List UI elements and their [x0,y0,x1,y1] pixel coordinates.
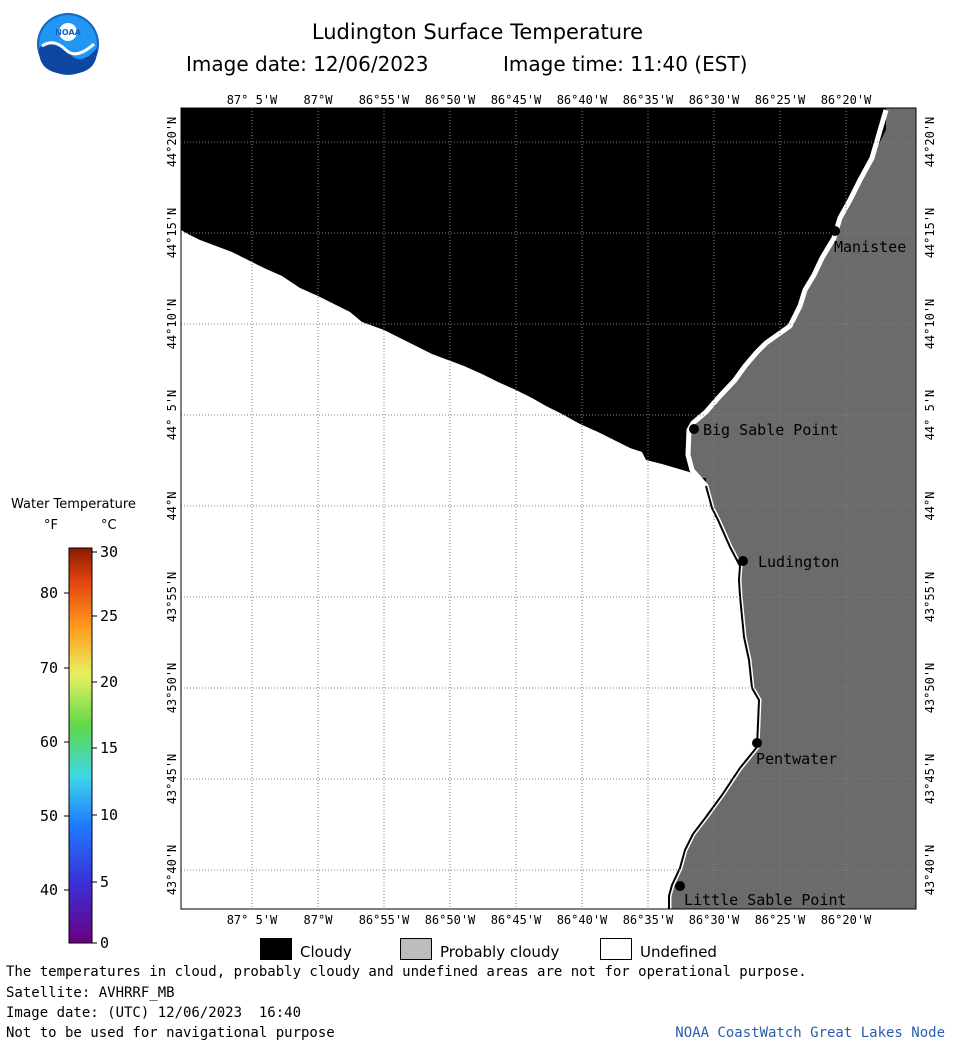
legend-swatch-cloudy [260,938,292,960]
longitude-label: 86°30'W [689,913,740,927]
scale-c-label: 10 [100,806,118,824]
longitude-label: 86°55'W [359,93,410,107]
longitude-label: 86°25'W [755,913,806,927]
satellite-text: Satellite: AVHRRF_MB [6,985,175,1001]
latitude-label: 43°55'N [165,572,179,623]
scale-c-label: 20 [100,673,118,691]
shoreline-inner [668,485,761,909]
scale-f-label: 40 [40,881,58,899]
place-marker-little-sable-point: Little Sable Point [675,881,847,909]
longitude-label: 86°40'W [557,913,608,927]
latitude-label: 44°20'N [165,117,179,168]
latitude-label: 44° 5'N [165,390,179,441]
legend-swatch-probably-cloudy [400,938,432,960]
noaa-logo: NOAA [37,13,99,75]
longitude-labels-bottom: 87° 5'W 87°W 86°55'W 86°50'W 86°45'W 86°40'W 8… [227,913,872,927]
latitude-label: 44°10'N [165,299,179,350]
legend-label-undefined: Undefined [640,943,717,961]
scale-title: Water Temperature [11,497,136,512]
longitude-label: 86°25'W [755,93,806,107]
place-marker-manistee: Manistee [830,226,906,256]
place-label-little-sable-point: Little Sable Point [684,891,847,909]
longitude-label: 86°45'W [491,93,542,107]
scale-f-label: 60 [40,733,58,751]
scale-unit-c: °C [101,518,117,533]
scale-ticks [64,551,97,944]
place-marker-ludington: Ludington [738,553,839,571]
place-marker-big-sable-point: Big Sable Point [689,421,838,439]
scale-fahrenheit-labels: 80 70 60 50 40 [40,584,58,899]
latitude-label: 44°15'N [923,208,937,259]
temperature-color-bar [68,547,93,944]
place-label-big-sable-point: Big Sable Point [703,421,838,439]
latitude-label: 44°15'N [165,208,179,259]
longitude-label: 86°30'W [689,93,740,107]
scale-c-label: 5 [100,873,109,891]
latitude-label: 43°45'N [165,754,179,805]
longitude-label: 86°35'W [623,913,674,927]
latitude-labels-right: 44°20'N 44°15'N 44°10'N 44° 5'N 44°N 43°55'N 4… [923,117,937,896]
latitude-label: 43°40'N [165,845,179,896]
scale-f-label: 50 [40,807,58,825]
longitude-label: 86°20'W [821,913,872,927]
longitude-label: 87°W [304,93,334,107]
place-label-pentwater: Pentwater [756,750,837,768]
nav-warning-text: Not to be used for navigational purpose [6,1025,335,1041]
land-probably-cloudy-area [669,108,916,909]
place-marker-pentwater: Pentwater [752,738,837,768]
latitude-label: 43°50'N [923,663,937,714]
latitude-labels-left: 44°20'N 44°15'N 44°10'N 44° 5'N 44°N 43°55'N 4… [165,117,179,896]
cloud-area [181,108,886,486]
longitude-label: 86°55'W [359,913,410,927]
place-label-ludington: Ludington [758,553,839,571]
legend-label-probably-cloudy: Probably cloudy [440,943,560,961]
longitude-label: 86°50'W [425,913,476,927]
place-label-manistee: Manistee [834,238,906,256]
scale-c-label: 30 [100,543,118,561]
disclaimer-text: The temperatures in cloud, probably clou… [6,964,807,980]
map-frame [180,107,917,910]
image-date: Image date: 12/06/2023 [186,52,429,76]
graticule-grid [181,108,916,909]
scale-f-label: 80 [40,584,58,602]
longitude-label: 87° 5'W [227,913,278,927]
longitude-label: 86°40'W [557,93,608,107]
legend-swatch-undefined [600,938,632,960]
image-time: Image time: 11:40 (EST) [503,52,748,76]
scale-c-label: 0 [100,934,109,952]
longitude-label: 86°20'W [821,93,872,107]
longitude-labels-top: 87° 5'W 87°W 86°55'W 86°50'W 86°45'W 86°40'W 8… [227,93,872,107]
longitude-label: 86°35'W [623,93,674,107]
map-title: Ludington Surface Temperature [311,20,644,44]
scale-unit-f: °F [44,518,58,533]
latitude-label: 44°N [923,492,937,521]
latitude-label: 43°40'N [923,845,937,896]
latitude-label: 43°45'N [923,754,937,805]
utc-date-text: Image date: (UTC) 12/06/2023 16:40 [6,1005,302,1021]
noaa-logo-text: NOAA [55,28,81,37]
latitude-label: 43°55'N [923,572,937,623]
latitude-label: 44° 5'N [923,390,937,441]
scale-c-label: 15 [100,739,118,757]
latitude-label: 43°50'N [165,663,179,714]
latitude-label: 44°N [165,492,179,521]
longitude-label: 87° 5'W [227,93,278,107]
credit-link[interactable]: NOAA CoastWatch Great Lakes Node [675,1025,945,1041]
longitude-label: 86°45'W [491,913,542,927]
longitude-label: 87°W [304,913,334,927]
legend-label-cloudy: Cloudy [300,943,352,961]
scale-f-label: 70 [40,659,58,677]
scale-c-label: 25 [100,607,118,625]
scale-celsius-labels: 30 25 20 15 10 5 0 [100,543,118,952]
latitude-label: 44°10'N [923,299,937,350]
longitude-label: 86°50'W [425,93,476,107]
latitude-label: 44°20'N [923,117,937,168]
